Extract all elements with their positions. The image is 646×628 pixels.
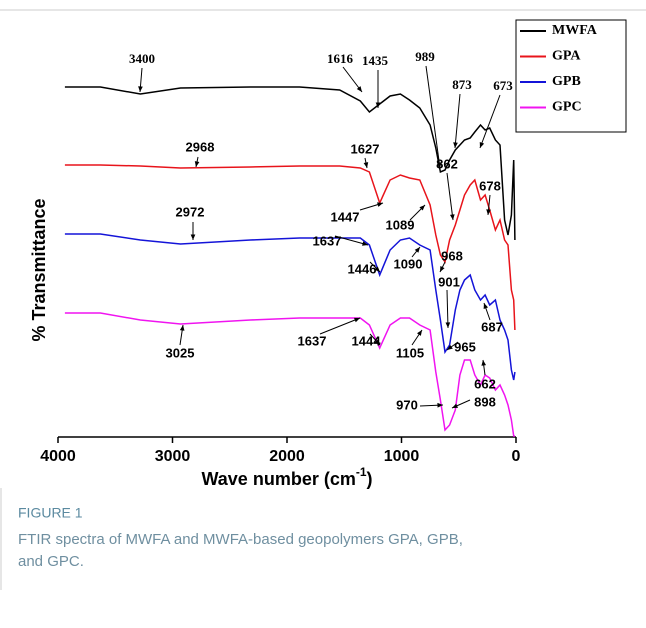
annotation: 970 [396, 397, 418, 412]
spectrum-line [64, 233, 516, 381]
legend-label: GPB [552, 74, 581, 89]
arrow-head [179, 325, 185, 331]
annotation: 901 [438, 274, 460, 289]
annotation: 1637 [298, 333, 327, 348]
annotation: 1444 [352, 333, 382, 348]
annotation-arrow [454, 93, 461, 149]
annotation: 1637 [313, 233, 342, 248]
x-label-sup: -1 [356, 465, 367, 479]
caption-line: and GPC. [18, 553, 84, 570]
annotation: 1105 [396, 345, 424, 360]
x-tick-label: 0 [512, 448, 521, 465]
annotation: 965 [454, 339, 476, 354]
arrow-head [416, 330, 422, 336]
arrow-head [436, 162, 442, 168]
annotation: 1627 [351, 141, 380, 156]
annotation: 673 [493, 78, 513, 93]
x-label-text: Wave number (cm [201, 469, 355, 489]
annotation-arrow [446, 172, 454, 221]
annotation: 1447 [331, 209, 360, 224]
arrow-head [194, 161, 200, 167]
arrow-head [453, 142, 458, 148]
annotation-arrow [319, 317, 361, 335]
annotation: 1435 [362, 53, 389, 68]
spectrum-line [64, 164, 516, 331]
annotation: 2968 [186, 139, 215, 154]
arrow-head [356, 86, 362, 92]
annotation: 662 [474, 376, 496, 391]
spectrum-line [64, 312, 515, 437]
x-tick-label: 3000 [155, 448, 191, 465]
arrow-head [483, 303, 489, 309]
arrow-head [445, 322, 451, 328]
arrow-head [190, 234, 196, 240]
annotation: 989 [415, 49, 435, 64]
arrow-head [452, 403, 458, 408]
annotation: 1089 [386, 217, 415, 232]
annotation-arrow [425, 65, 441, 169]
arrow-head [419, 205, 425, 211]
spectrum-line [64, 86, 516, 241]
annotation: 862 [436, 156, 458, 171]
annotation: 2972 [176, 204, 205, 219]
annotation: 898 [474, 394, 496, 409]
annotation: 678 [479, 178, 501, 193]
x-tick-label: 1000 [384, 448, 420, 465]
annotation: 687 [481, 319, 503, 334]
arrow-head [363, 162, 369, 168]
arrow-head [481, 360, 487, 366]
arrow-head [354, 317, 360, 323]
arrow-head [414, 247, 420, 253]
legend-label: GPC [552, 100, 582, 115]
caption-line: FTIR spectra of MWFA and MWFA-based geop… [18, 531, 463, 548]
legend-label: GPA [552, 49, 581, 64]
arrow-head [374, 339, 380, 345]
annotation: 1446 [348, 261, 377, 276]
annotation: 873 [452, 77, 472, 92]
arrow-head [138, 86, 143, 92]
caption-label: FIGURE 1 [18, 505, 83, 521]
annotation-arrow [446, 289, 449, 329]
arrow-head [375, 102, 381, 108]
arrow-head [437, 402, 443, 408]
arrow-head [440, 266, 445, 272]
annotation: 3025 [166, 345, 195, 360]
annotation-arrow [334, 235, 369, 246]
arrow-head [374, 266, 380, 272]
annotation: 1616 [327, 51, 354, 66]
x-tick-label: 4000 [40, 448, 76, 465]
x-tick-label: 2000 [269, 448, 305, 465]
annotation: 1090 [394, 256, 423, 271]
arrow-head [479, 142, 485, 148]
y-axis-label: % Transmittance [29, 198, 49, 341]
arrow-head [486, 209, 491, 215]
legend-label: MWFA [552, 23, 598, 38]
annotation: 3400 [129, 51, 155, 66]
arrow-head [377, 202, 383, 207]
arrow-head [449, 214, 455, 220]
arrow-head [362, 241, 368, 246]
annotation: 968 [441, 248, 463, 263]
arrow-head [447, 344, 453, 350]
x-label-end: ) [367, 469, 373, 489]
x-axis-label: Wave number (cm-1) [201, 465, 372, 489]
annotation-arrow [479, 94, 501, 149]
legend-box [515, 19, 627, 133]
